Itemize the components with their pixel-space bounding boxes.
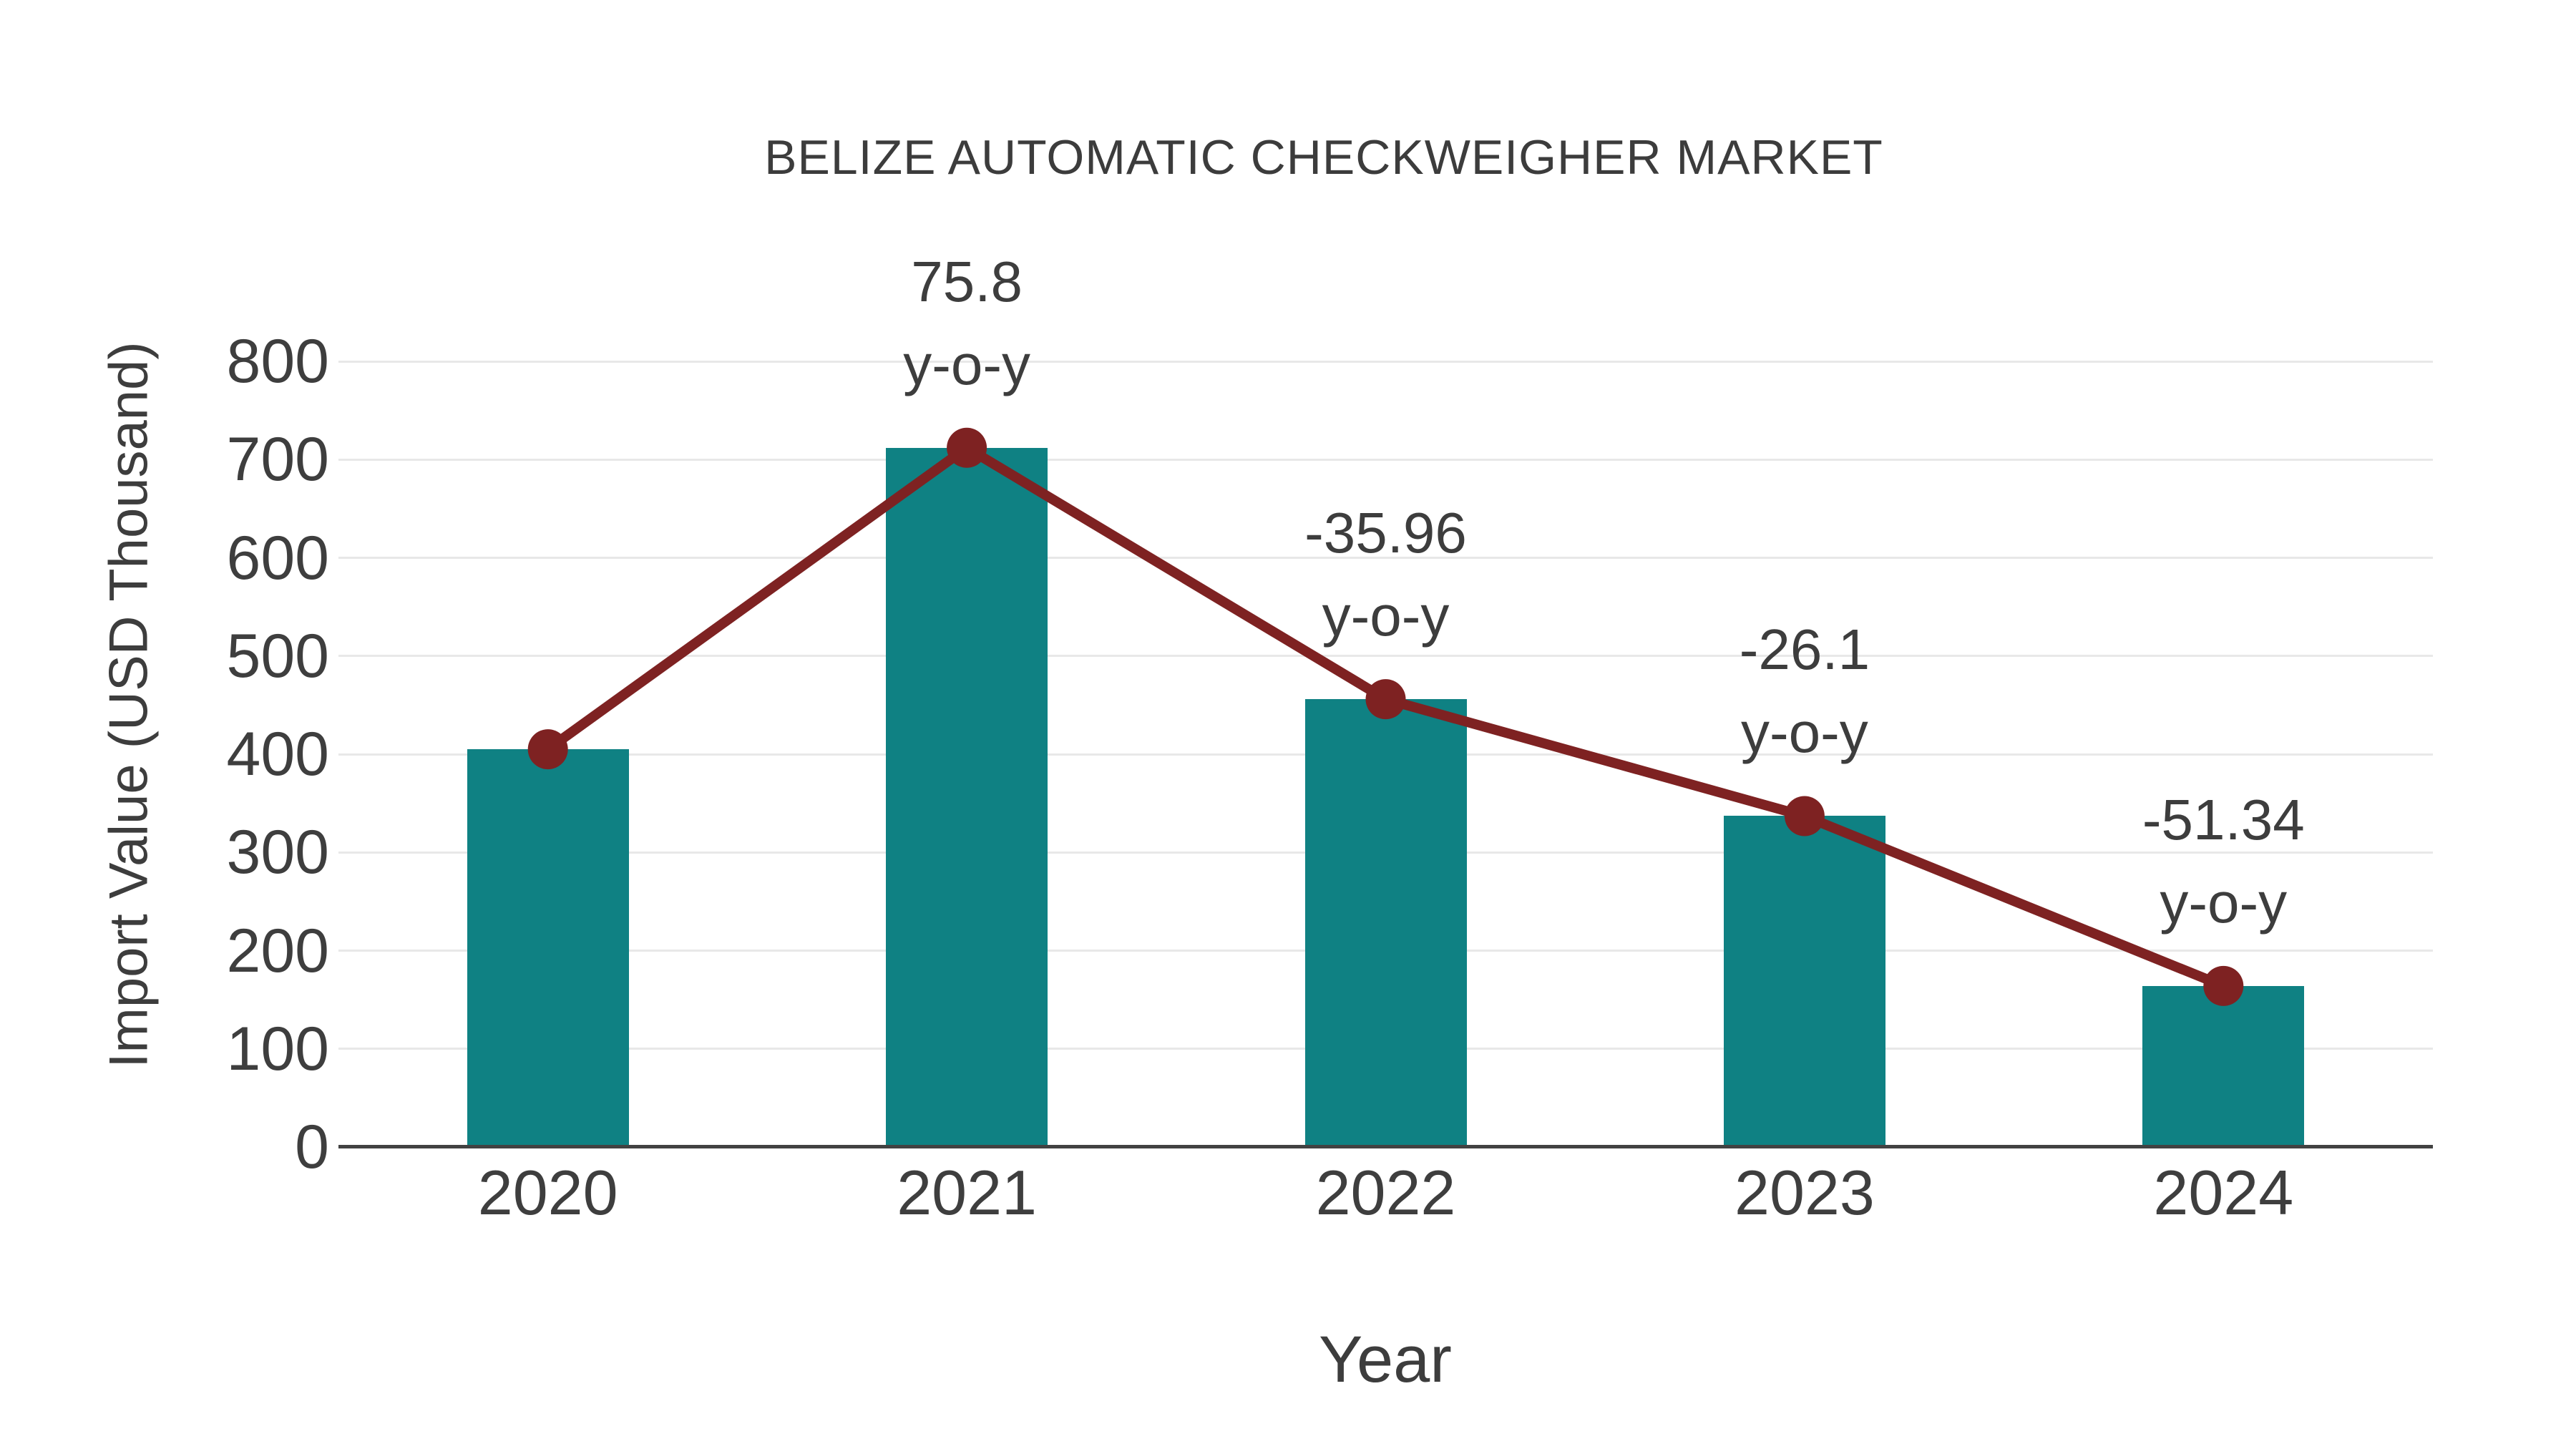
y-tick-label-300: 300 <box>226 818 330 887</box>
trend-marker-2022 <box>1365 679 1406 720</box>
gridline-500 <box>338 655 2433 658</box>
x-axis-title: Year <box>1319 1323 1452 1396</box>
annotation-suffix-2024: y-o-y <box>2160 870 2288 935</box>
annotation-value-2023: -26.1 <box>1739 618 1870 682</box>
y-tick-label-700: 700 <box>226 425 330 494</box>
y-tick-label-400: 400 <box>226 720 330 789</box>
annotation-value-2021: 75.8 <box>911 249 1023 313</box>
bar-2024 <box>2142 985 2305 1147</box>
gridline-600 <box>338 557 2433 559</box>
y-tick-label-600: 600 <box>226 523 330 592</box>
annotation-2024: -51.34 y-o-y <box>2044 779 2402 945</box>
y-tick-label-100: 100 <box>226 1014 330 1083</box>
annotation-suffix-2023: y-o-y <box>1741 701 1868 765</box>
y-tick-label-200: 200 <box>226 916 330 985</box>
trend-marker-2020 <box>527 729 568 770</box>
annotation-2022: -35.96 y-o-y <box>1207 492 1565 658</box>
bar-2023 <box>1723 816 1885 1147</box>
annotation-2021: 75.8 y-o-y <box>788 240 1146 406</box>
annotation-suffix-2022: y-o-y <box>1322 584 1450 648</box>
trend-marker-2021 <box>947 427 987 468</box>
bar-2020 <box>467 749 629 1147</box>
gridline-800 <box>338 360 2433 363</box>
gridline-700 <box>338 458 2433 461</box>
x-tick-label-2022: 2022 <box>1315 1157 1456 1228</box>
y-tick-label-0: 0 <box>295 1113 329 1181</box>
trend-marker-2023 <box>1784 796 1825 836</box>
y-tick-label-800: 800 <box>226 327 330 396</box>
x-tick-label-2024: 2024 <box>2153 1157 2294 1228</box>
x-tick-label-2020: 2020 <box>477 1157 618 1228</box>
bar-2021 <box>886 447 1048 1147</box>
trend-marker-2024 <box>2203 965 2244 1006</box>
bar-2022 <box>1304 699 1467 1147</box>
annotation-value-2022: -35.96 <box>1304 501 1467 565</box>
x-tick-label-2021: 2021 <box>897 1157 1037 1228</box>
annotation-2023: -26.1 y-o-y <box>1626 608 1984 774</box>
x-tick-label-2023: 2023 <box>1735 1157 1875 1228</box>
annotation-suffix-2021: y-o-y <box>903 332 1030 396</box>
x-axis-line <box>338 1145 2433 1148</box>
annotation-value-2024: -51.34 <box>2142 787 2305 852</box>
chart-title: BELIZE AUTOMATIC CHECKWEIGHER MARKET <box>764 130 1883 185</box>
y-tick-label-500: 500 <box>226 621 330 691</box>
trend-line-layer <box>527 427 2244 1006</box>
plot-area <box>338 360 2433 1148</box>
